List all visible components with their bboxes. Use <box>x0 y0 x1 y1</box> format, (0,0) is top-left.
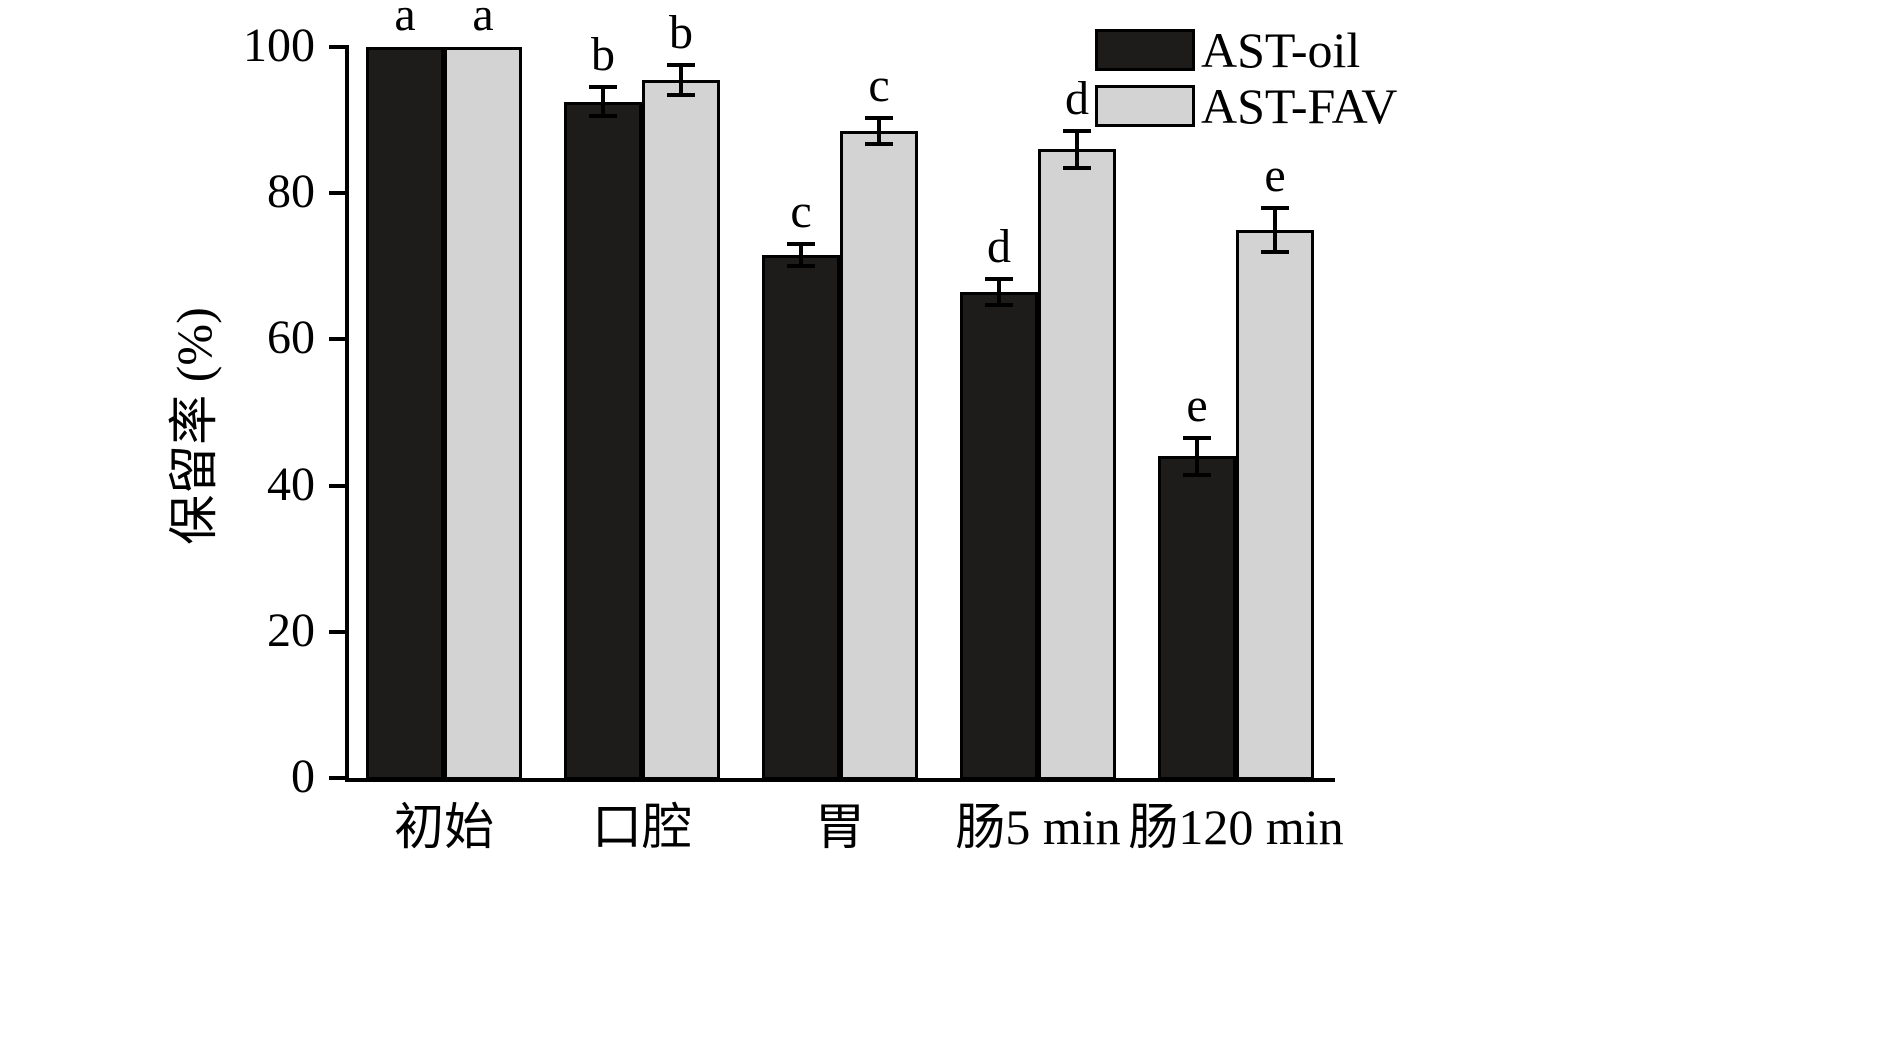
y-tick-mark <box>329 337 345 342</box>
y-tick-mark <box>329 776 345 780</box>
legend-label-ast-oil: AST-oil <box>1201 22 1361 78</box>
y-axis-line <box>345 45 349 782</box>
significance-letter: c <box>868 58 890 112</box>
significance-letter: c <box>790 185 812 239</box>
bar-AST-FAV-胃 <box>840 131 918 780</box>
error-bar-stem <box>1273 207 1277 252</box>
x-tick-label: 肠5 min <box>955 799 1121 855</box>
x-tick-label: 胃 <box>815 799 865 855</box>
error-bar-stem <box>799 244 803 267</box>
error-bar-cap-top <box>1261 205 1289 210</box>
y-tick-label: 80 <box>267 165 315 219</box>
bar-AST-FAV-肠120 min <box>1236 229 1314 780</box>
significance-letter: e <box>1264 148 1286 202</box>
error-bar-cap-top <box>1183 436 1211 441</box>
significance-letter: a <box>472 0 494 41</box>
y-tick-mark <box>329 45 345 49</box>
legend-label-ast-fav: AST-FAV <box>1201 78 1398 134</box>
bar-AST-oil-胃 <box>762 255 840 780</box>
error-bar-cap-bottom <box>787 264 815 269</box>
error-bar-cap-top <box>985 276 1013 281</box>
y-tick-label: 60 <box>267 311 315 365</box>
x-tick-label: 初始 <box>394 799 494 855</box>
bar-AST-oil-肠120 min <box>1158 456 1236 780</box>
error-bar-cap-top <box>1063 129 1091 134</box>
bar-AST-oil-肠5 min <box>960 291 1038 780</box>
significance-letter: e <box>1186 379 1208 433</box>
significance-letter: a <box>394 0 416 41</box>
legend: AST-oil AST-FAV <box>1095 22 1397 134</box>
y-tick-mark <box>329 483 345 488</box>
error-bar-cap-bottom <box>589 114 617 119</box>
error-bar-cap-bottom <box>985 303 1013 308</box>
y-tick-mark <box>329 629 345 634</box>
error-bar-stem <box>601 87 605 117</box>
error-bar-cap-bottom <box>667 92 695 97</box>
significance-letter: d <box>987 219 1011 273</box>
x-tick-label: 口腔 <box>592 799 692 855</box>
error-bar-cap-top <box>787 242 815 247</box>
y-tick-label: 20 <box>267 603 315 657</box>
bar-AST-oil-初始 <box>366 47 444 780</box>
bar-AST-FAV-初始 <box>444 47 522 780</box>
bar-AST-FAV-肠5 min <box>1038 149 1116 780</box>
y-tick-label: 40 <box>267 457 315 511</box>
significance-letter: d <box>1065 72 1089 126</box>
error-bar-cap-top <box>667 63 695 68</box>
error-bar-cap-bottom <box>1261 249 1289 254</box>
bar-AST-oil-口腔 <box>564 101 642 780</box>
legend-item-ast-fav: AST-FAV <box>1095 78 1397 134</box>
error-bar-stem <box>1075 131 1079 168</box>
error-bar-cap-top <box>589 85 617 90</box>
error-bar-stem <box>997 278 1001 306</box>
bar-AST-FAV-口腔 <box>642 79 720 780</box>
significance-letter: b <box>591 28 615 82</box>
significance-letter: b <box>669 6 693 60</box>
error-bar-cap-bottom <box>865 142 893 147</box>
error-bar-stem <box>1195 438 1199 475</box>
error-bar-stem <box>679 65 683 95</box>
legend-swatch-ast-oil <box>1095 29 1195 71</box>
legend-item-ast-oil: AST-oil <box>1095 22 1397 78</box>
y-tick-label: 100 <box>243 19 315 72</box>
legend-swatch-ast-fav <box>1095 85 1195 127</box>
x-tick-label: 肠120 min <box>1128 799 1344 855</box>
error-bar-cap-top <box>865 115 893 120</box>
x-axis-line <box>345 778 1335 782</box>
error-bar-cap-bottom <box>1063 165 1091 170</box>
error-bar-stem <box>877 117 881 145</box>
y-tick-label: 0 <box>291 750 315 803</box>
y-tick-mark <box>329 191 345 196</box>
error-bar-cap-bottom <box>1183 472 1211 477</box>
